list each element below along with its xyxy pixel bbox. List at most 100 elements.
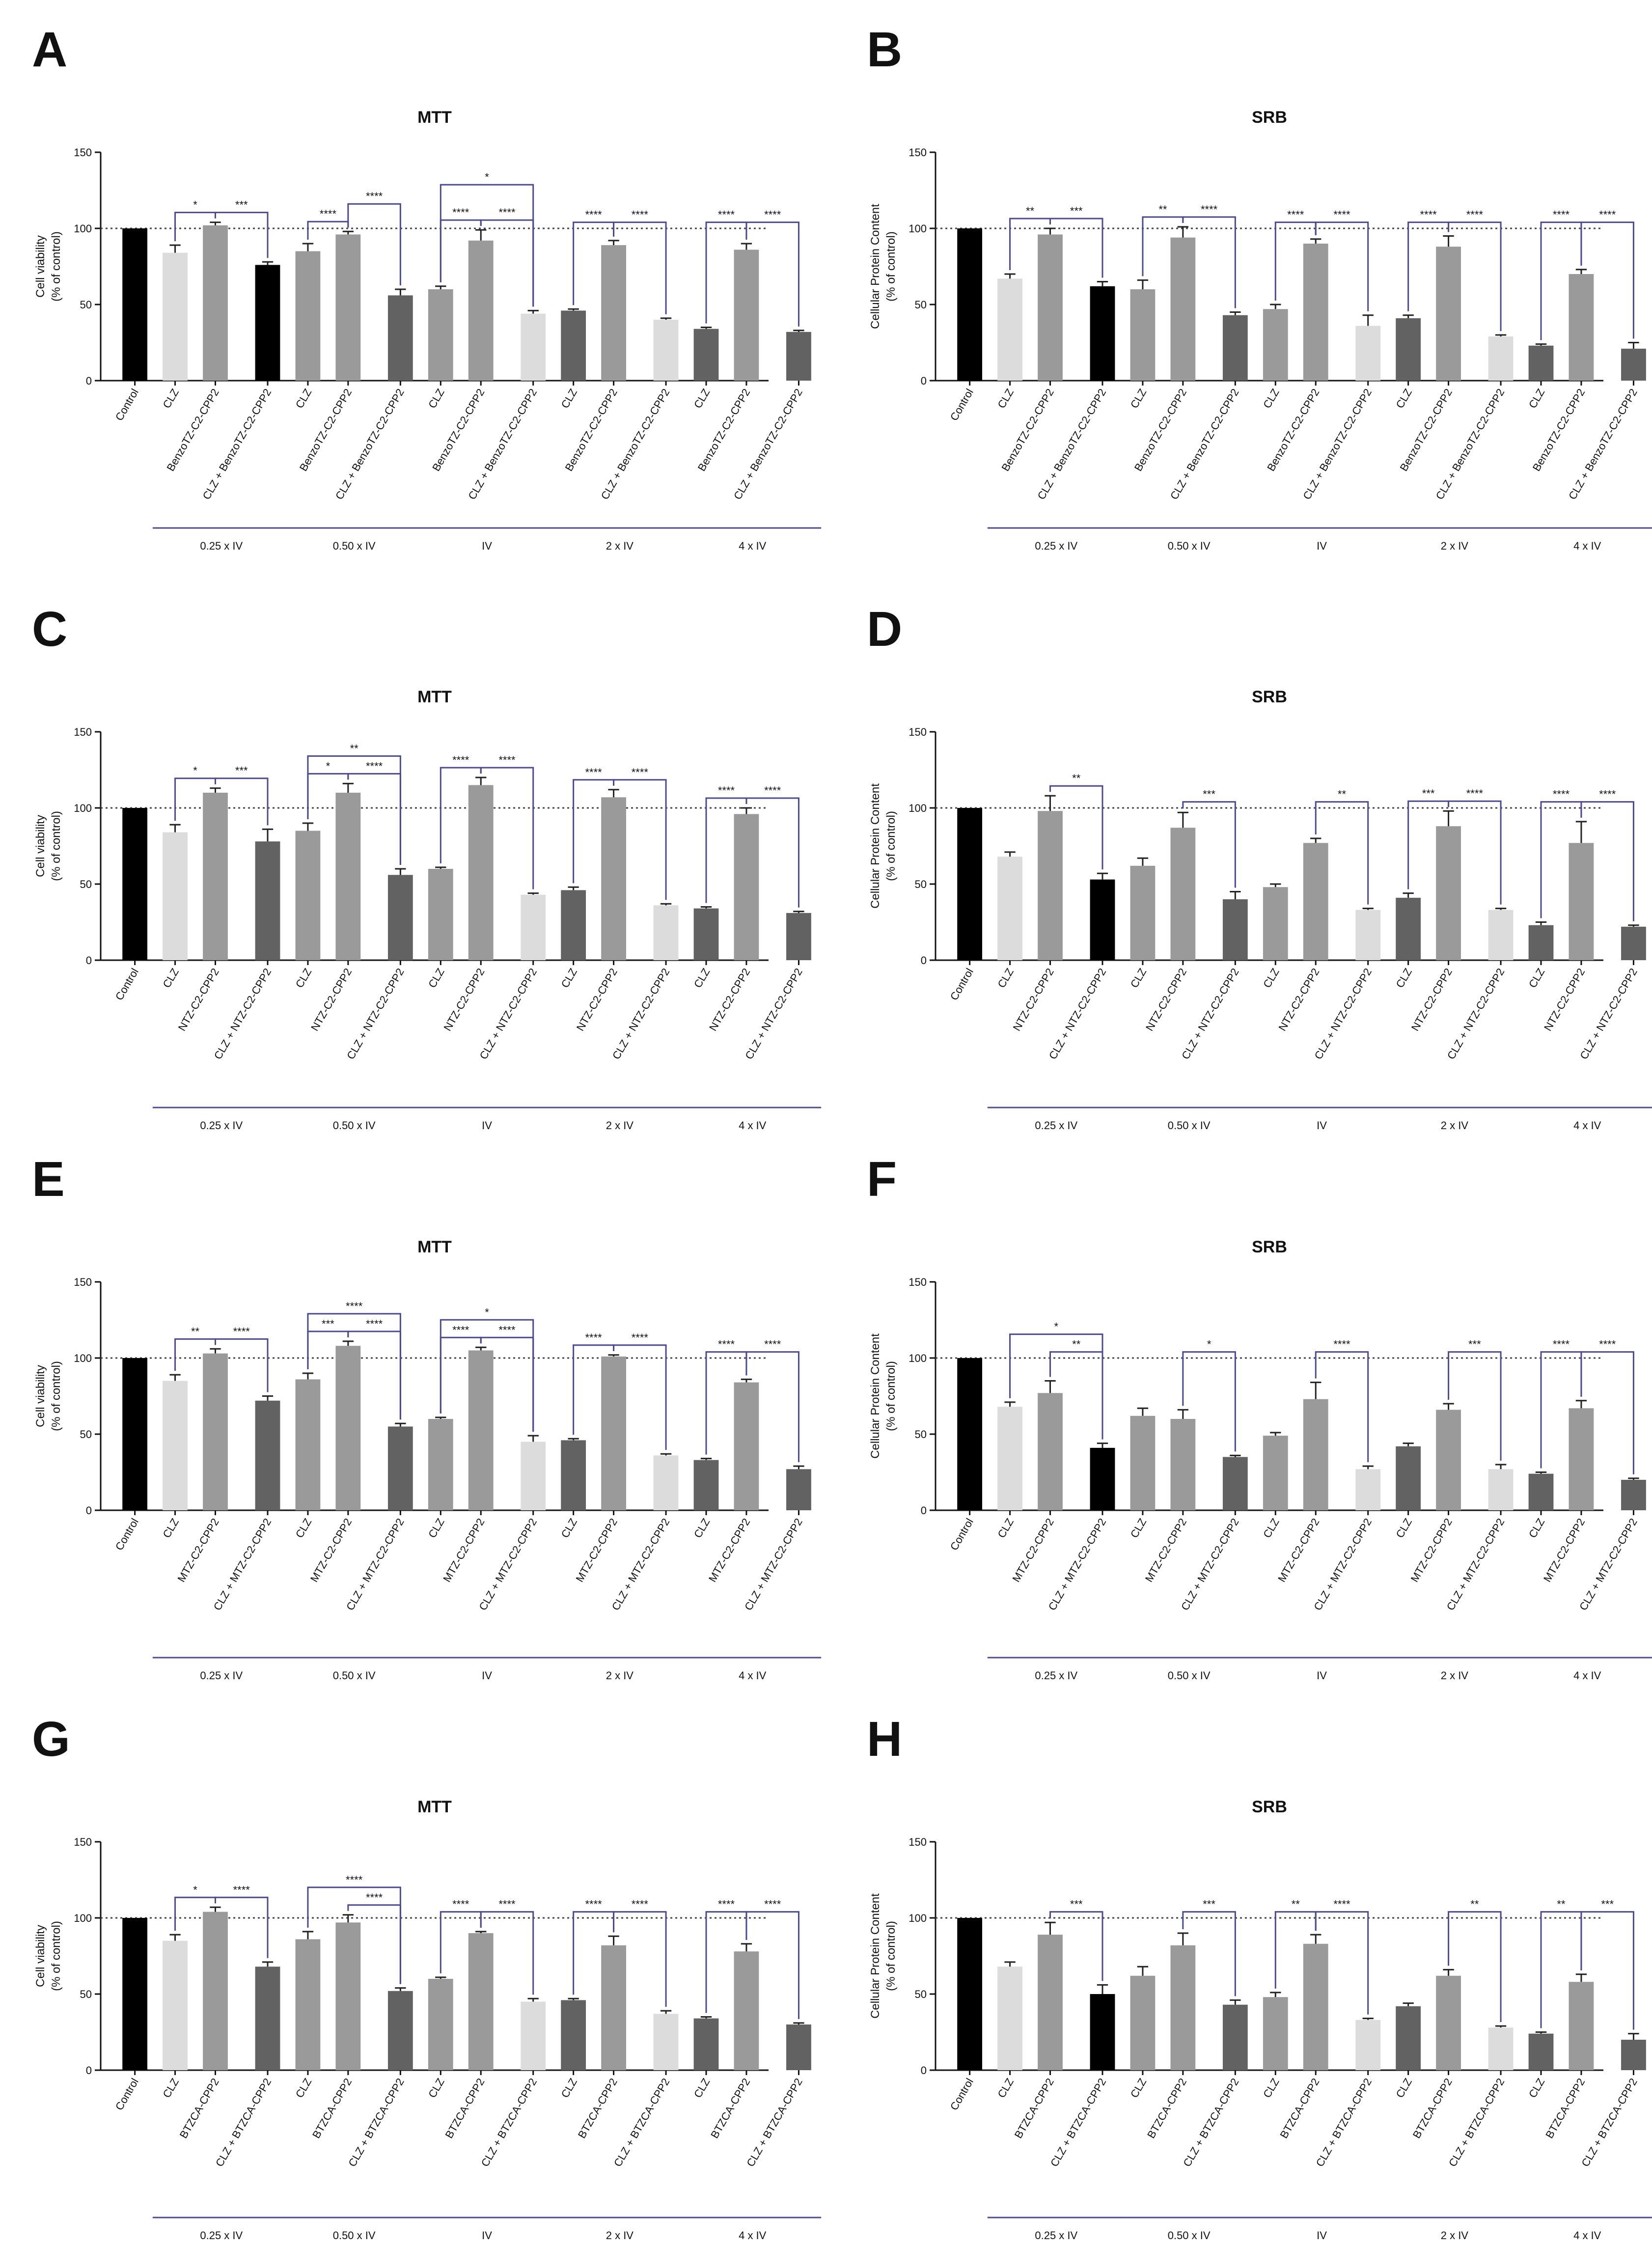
panel-b: B SRB 0 50 100 150 Cellular Protein Content (% … — [867, 22, 1652, 552]
category-label: CLZ + BTZCA-CPP2 — [1579, 2076, 1639, 2169]
bar — [1303, 1943, 1328, 2070]
dose-group-label: 0.50 x IV — [333, 2229, 376, 2242]
bar — [1528, 345, 1554, 381]
category-label: BTZCA-CPP2 — [1410, 2076, 1455, 2140]
panel-f: F SRB 0 50 100 150 Cellular Protein Content (% … — [867, 1152, 1652, 1682]
significance-label: **** — [1553, 1338, 1570, 1351]
category-label: CLZ — [1128, 966, 1149, 990]
category-label: MTZ-C2-CPP2 — [1010, 1516, 1056, 1584]
bar — [387, 875, 413, 960]
significance-label: * — [485, 171, 489, 183]
bar — [734, 814, 759, 960]
significance-bracket — [1315, 222, 1369, 311]
significance-bracket — [613, 222, 667, 314]
significance-bracket — [1448, 800, 1502, 905]
bar — [1621, 348, 1646, 381]
significance-label: **** — [1333, 209, 1350, 221]
category-label: CLZ + NTZ-C2-CPP2 — [1179, 966, 1241, 1061]
significance-bracket — [1580, 1911, 1634, 2030]
y-axis-label: (% of control) — [884, 1361, 898, 1431]
significance-label: **** — [366, 1891, 383, 1904]
category-label: MTZ-C2-CPP2 — [1408, 1516, 1455, 1584]
significance-bracket — [1448, 1911, 1502, 2023]
chart-title: SRB — [1252, 1798, 1287, 1816]
bar — [255, 1967, 280, 2070]
bar — [997, 278, 1022, 381]
dose-group-label: IV — [482, 2229, 492, 2242]
category-label: CLZ — [559, 387, 579, 410]
bar — [1569, 274, 1594, 381]
dose-group-label: 0.25 x IV — [1035, 1119, 1077, 1132]
bar — [521, 313, 546, 381]
y-tick-label: 0 — [86, 2064, 92, 2077]
bar — [255, 265, 280, 381]
category-label: CLZ — [995, 966, 1016, 990]
category-label: CLZ — [1261, 966, 1281, 990]
dose-group-label: 0.25 x IV — [200, 1669, 243, 1682]
significance-label: **** — [320, 208, 337, 220]
y-tick-label: 100 — [74, 802, 92, 814]
bar — [1569, 1408, 1594, 1510]
bar — [1263, 887, 1288, 960]
y-tick-label: 150 — [909, 1836, 927, 1848]
category-label: CLZ + NTZ-C2-CPP2 — [1445, 966, 1507, 1061]
bar — [653, 905, 679, 960]
bar — [1436, 1975, 1461, 2070]
bar — [1222, 899, 1248, 960]
dose-group-label: 0.25 x IV — [1035, 540, 1077, 552]
panel-letter: B — [867, 22, 902, 77]
significance-bracket — [1580, 1351, 1634, 1474]
category-label: CLZ — [426, 966, 446, 990]
bar — [1621, 926, 1646, 960]
chart-title: MTT — [417, 1238, 452, 1256]
bar — [428, 1979, 453, 2070]
bar — [1396, 1446, 1421, 1510]
bar — [335, 1346, 361, 1510]
category-label: CLZ + BTZCA-CPP2 — [611, 2076, 672, 2169]
bar — [1355, 326, 1381, 381]
category-label: BTZCA-CPP2 — [1543, 2076, 1587, 2140]
bar — [1222, 1457, 1248, 1510]
bar — [468, 240, 494, 381]
category-label: NTZ-C2-CPP2 — [1276, 966, 1322, 1033]
category-label: CLZ — [1261, 1516, 1281, 1540]
bar — [653, 1455, 679, 1510]
category-label: CLZ + BTZCA-CPP2 — [479, 2076, 539, 2169]
significance-label: **** — [718, 209, 735, 221]
significance-bracket — [745, 1351, 799, 1463]
dose-group-label: IV — [482, 1669, 492, 1682]
panel-g: G MTT 0 50 100 150 Cell viability (% of control… — [32, 1712, 822, 2242]
category-label: CLZ + MTZ-C2-CPP2 — [344, 1516, 407, 1612]
significance-bracket — [214, 777, 269, 826]
significance-bracket — [1580, 222, 1634, 339]
panel-letter: C — [32, 602, 67, 657]
category-label: CLZ — [160, 966, 181, 990]
significance-label: **** — [585, 209, 602, 221]
dose-group-label: 2 x IV — [1441, 1669, 1469, 1682]
significance-bracket — [307, 1886, 401, 1984]
bar — [1436, 247, 1461, 381]
bar — [997, 857, 1022, 960]
bar — [335, 793, 361, 960]
dose-group-label: 0.50 x IV — [1168, 1119, 1211, 1132]
panel-h: H SRB 0 50 100 150 Cellular Protein Content (% … — [867, 1712, 1652, 2242]
bar — [653, 320, 679, 381]
category-label: CLZ + NTZ-C2-CPP2 — [1046, 966, 1108, 1061]
y-tick-label: 0 — [86, 1504, 92, 1517]
y-tick-label: 150 — [909, 726, 927, 738]
bar — [601, 797, 626, 960]
bar — [122, 1918, 148, 2070]
bar — [295, 251, 321, 381]
y-tick-label: 50 — [915, 1428, 927, 1441]
bar — [1355, 910, 1381, 960]
bar — [521, 894, 546, 960]
y-tick-label: 50 — [80, 299, 92, 311]
significance-bracket — [613, 779, 667, 900]
category-label: CLZ — [160, 387, 181, 410]
significance-label: * — [326, 760, 330, 772]
bar — [561, 890, 586, 960]
significance-label: *** — [1468, 1338, 1481, 1351]
y-axis-label: (% of control) — [884, 231, 898, 302]
category-label: CLZ + BTZCA-CPP2 — [1181, 2076, 1241, 2169]
bar — [163, 1381, 188, 1510]
